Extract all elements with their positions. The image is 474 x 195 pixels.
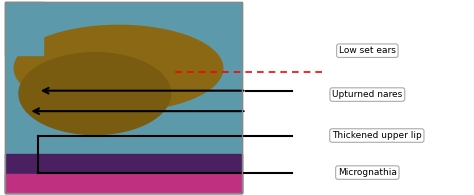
Circle shape [14, 25, 223, 111]
Text: Micrognathia: Micrognathia [338, 168, 397, 177]
Text: Thickened upper lip: Thickened upper lip [332, 131, 422, 140]
Text: Upturned nares: Upturned nares [332, 90, 402, 99]
Bar [5, 2, 242, 193]
Text: Low set ears: Low set ears [339, 46, 396, 55]
Bar [5, 2, 43, 55]
Bar [5, 2, 242, 193]
Bar [5, 174, 242, 193]
Bar [5, 154, 242, 193]
Ellipse shape [19, 53, 171, 135]
